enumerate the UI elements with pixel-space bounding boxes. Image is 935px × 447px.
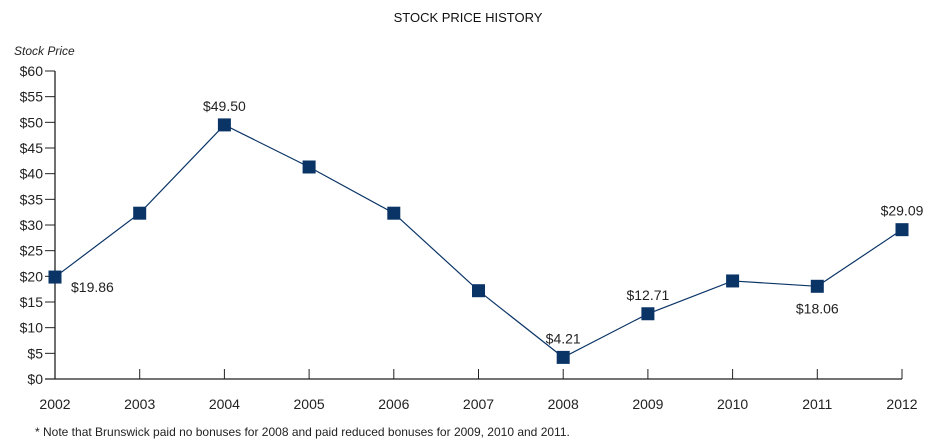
x-tick-label: 2012	[886, 396, 917, 412]
x-tick-label: 2005	[294, 396, 325, 412]
footnote: * Note that Brunswick paid no bonuses fo…	[35, 425, 570, 439]
y-tick-label: $50	[20, 114, 44, 130]
x-tick-label: 2008	[548, 396, 579, 412]
y-tick-label: $45	[20, 140, 44, 156]
x-tick-label: 2003	[124, 396, 155, 412]
data-point-marker	[217, 118, 231, 132]
data-point-marker	[302, 160, 316, 174]
axes: $0 $5 $10 $15 $20 $25 $30 $35 $40 $45 $50 $55 $60 200…	[20, 63, 918, 412]
data-point-marker	[641, 307, 655, 321]
data-point-marker	[810, 279, 824, 293]
data-point-marker	[133, 206, 147, 220]
chart-title: STOCK PRICE HISTORY	[394, 10, 543, 25]
data-label: $49.50	[203, 98, 246, 114]
data-point-marker	[387, 206, 401, 220]
data-label: $29.09	[881, 203, 924, 219]
data-point-marker	[726, 274, 740, 288]
y-tick-label: $35	[20, 191, 44, 207]
data-label: $4.21	[546, 330, 581, 346]
x-tick-label: 2002	[39, 396, 70, 412]
y-tick-label: $15	[20, 294, 44, 310]
y-axis-label: Stock Price	[14, 44, 75, 58]
data-point-marker	[472, 284, 485, 298]
series-line	[54, 124, 903, 359]
y-tick-label: $60	[20, 63, 44, 79]
data-point-marker	[556, 350, 570, 364]
y-tick-label: $30	[20, 217, 44, 233]
y-tick-label: $10	[20, 320, 44, 336]
x-tick-label: 2009	[632, 396, 663, 412]
y-tick-label: $20	[20, 268, 44, 284]
data-label: $18.06	[796, 300, 839, 316]
data-markers	[48, 118, 909, 364]
data-labels: $19.86 $49.50 $4.21 $12.71 $18.06 $29.09	[71, 98, 924, 346]
data-point-marker	[895, 223, 909, 237]
y-tick-label: $55	[20, 89, 44, 105]
y-tick-label: $0	[27, 371, 43, 387]
x-tick-label: 2010	[717, 396, 748, 412]
x-tick-label: 2007	[463, 396, 494, 412]
data-point-marker	[48, 270, 62, 284]
data-label: $12.71	[626, 287, 669, 303]
x-tick-label: 2004	[209, 396, 240, 412]
x-tick-label: 2006	[378, 396, 409, 412]
y-tick-label: $5	[27, 345, 43, 361]
y-tick-label: $40	[20, 166, 44, 182]
data-label: $19.86	[71, 279, 114, 295]
x-tick-label: 2011	[802, 396, 832, 412]
price-line	[54, 124, 903, 359]
y-tick-label: $25	[20, 243, 44, 259]
